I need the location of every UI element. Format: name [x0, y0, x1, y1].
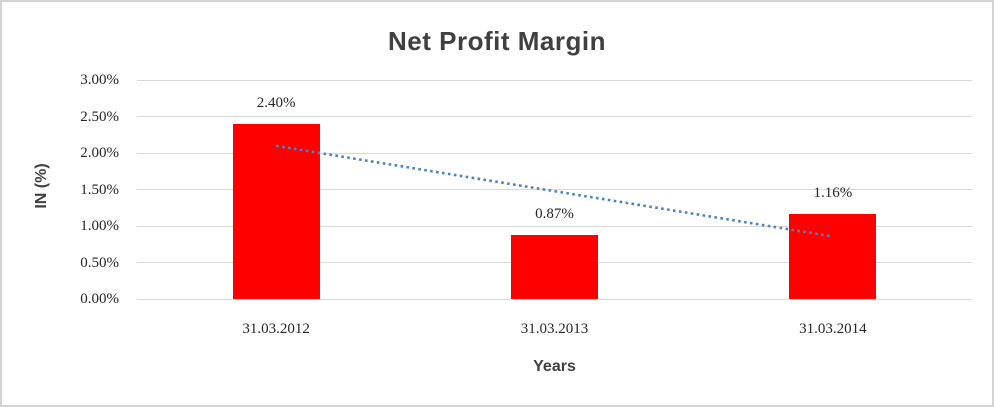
gridline — [137, 79, 972, 81]
y-axis-tick-label: 0.50% — [80, 254, 119, 271]
bar-31.03.2013 — [511, 235, 598, 299]
bar-data-label: 2.40% — [256, 94, 296, 111]
x-axis-tick-label: 31.03.2013 — [520, 321, 589, 337]
bar-data-label: 1.16% — [813, 185, 853, 202]
y-axis-tick-label: 2.00% — [80, 145, 119, 161]
x-axis-tick-label: 31.03.2012 — [242, 321, 310, 337]
x-axis-tick-label: 31.03.2014 — [799, 321, 867, 337]
bar-data-label: 0.87% — [535, 206, 574, 223]
bar-31.03.2012 — [232, 123, 320, 299]
y-axis-tick-label: 1.50% — [80, 181, 119, 198]
y-axis-tick-label: 1.00% — [80, 218, 119, 234]
y-axis-tick-label: 2.50% — [80, 108, 119, 125]
gridline — [137, 298, 972, 300]
bar-31.03.2014 — [789, 214, 877, 299]
x-axis-title: Years — [533, 358, 576, 375]
y-axis-tick-label: 0.00% — [80, 291, 119, 307]
chart-title: Net Profit Margin — [388, 26, 606, 56]
gridline — [137, 116, 972, 117]
y-axis-tick-label: 3.00% — [80, 72, 119, 88]
